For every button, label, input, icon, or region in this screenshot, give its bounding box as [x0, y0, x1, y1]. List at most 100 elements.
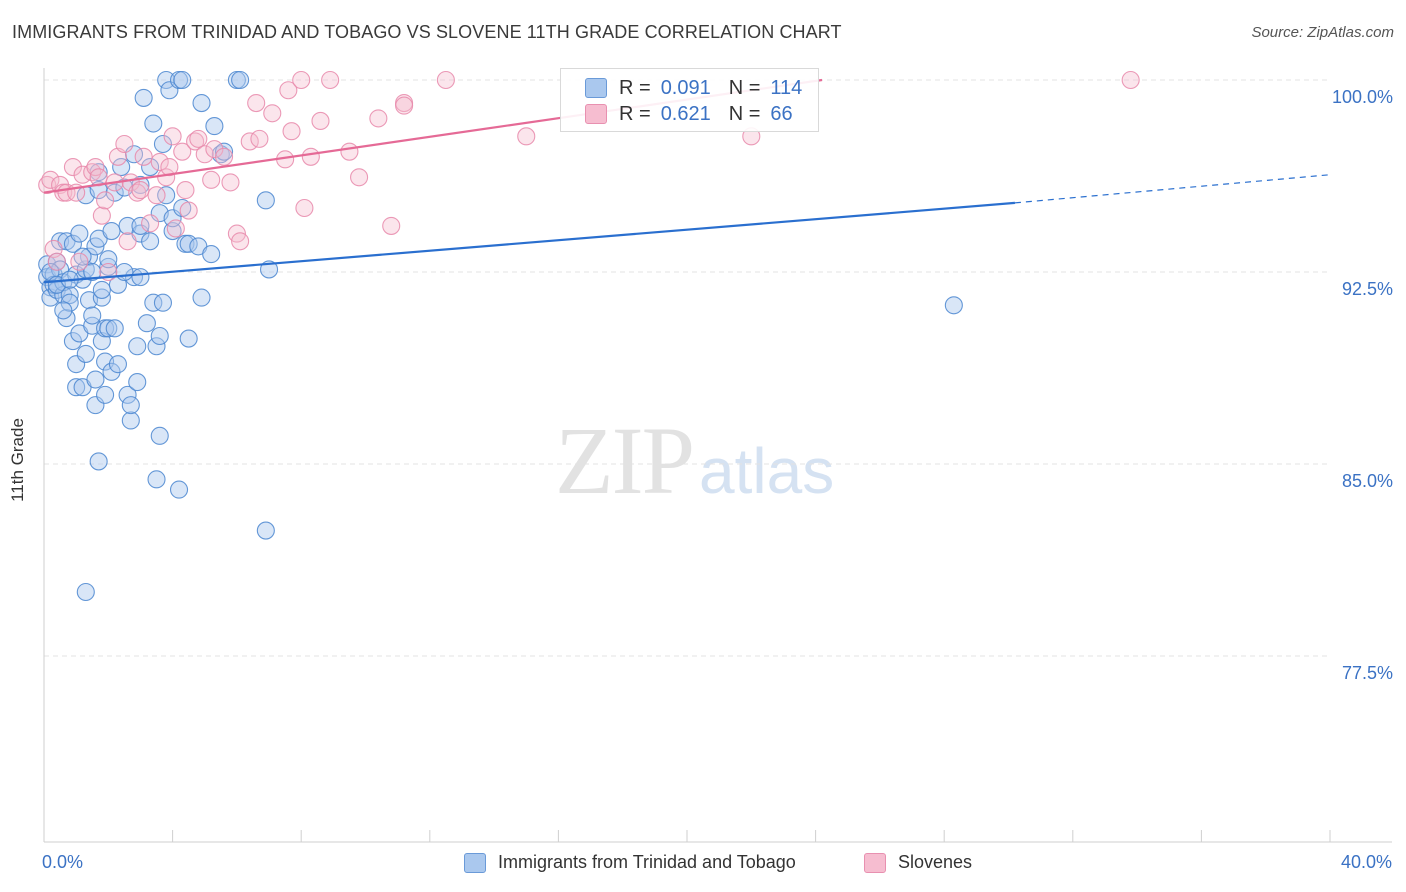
data-point-slovenes	[202, 170, 221, 189]
n-value: 66	[770, 102, 793, 125]
y-tick-label: 100.0%	[1331, 87, 1393, 107]
y-tick-label: 77.5%	[1341, 663, 1393, 683]
data-point-trinidad	[99, 319, 118, 338]
data-point-slovenes	[176, 181, 195, 200]
data-point-trinidad	[63, 234, 82, 253]
source-label: Source: ZipAtlas.com	[1251, 24, 1394, 41]
data-point-trinidad	[256, 521, 275, 540]
data-point-slovenes	[517, 127, 536, 146]
y-tick-label: 85.0%	[1341, 471, 1393, 491]
data-point-trinidad	[70, 224, 89, 243]
y-axis-label: 11th Grade	[8, 418, 27, 502]
data-point-slovenes	[321, 70, 340, 90]
data-point-slovenes	[301, 147, 320, 166]
data-point-slovenes	[70, 252, 89, 271]
data-point-trinidad	[205, 117, 224, 136]
data-point-trinidad	[144, 114, 163, 133]
n-label: N =	[728, 102, 761, 125]
data-point-trinidad	[128, 373, 147, 392]
data-point-trinidad	[83, 262, 102, 282]
data-point-slovenes	[47, 252, 66, 271]
series-trinidad-points	[38, 70, 963, 602]
data-point-trinidad	[115, 262, 134, 282]
data-point-trinidad	[141, 232, 160, 251]
data-point-trinidad	[150, 426, 169, 445]
data-point-trinidad	[121, 396, 140, 415]
stats-row-trinidad: R = 0.091 N = 114	[585, 76, 802, 100]
data-point-slovenes	[311, 111, 330, 131]
data-point-slovenes	[263, 104, 282, 123]
n-value: 114	[770, 76, 803, 99]
data-point-slovenes	[118, 232, 137, 251]
data-point-trinidad	[54, 285, 73, 305]
watermark-zip: ZIP	[555, 407, 695, 514]
data-point-slovenes	[395, 96, 414, 115]
data-point-slovenes	[250, 129, 269, 148]
data-point-slovenes	[369, 109, 388, 128]
x-tick-max: 40.0%	[1340, 852, 1392, 872]
trend-line-trinidad	[43, 201, 1016, 284]
data-point-trinidad	[153, 134, 173, 154]
data-point-slovenes	[247, 93, 266, 113]
data-point-slovenes	[382, 216, 401, 235]
legend-item-trinidad[interactable]: Immigrants from Trinidad and Tobago	[464, 852, 796, 873]
data-point-slovenes	[163, 127, 182, 146]
data-point-trinidad	[192, 93, 211, 113]
data-point-slovenes	[436, 70, 455, 90]
data-point-trinidad	[231, 70, 250, 90]
data-point-trinidad	[73, 247, 92, 266]
n-label: N =	[728, 76, 761, 99]
watermark-atlas: atlas	[699, 435, 835, 507]
data-point-trinidad	[124, 268, 144, 287]
r-value: 0.621	[660, 102, 711, 125]
data-point-trinidad	[134, 88, 153, 107]
data-point-slovenes	[214, 147, 234, 166]
data-point-trinidad	[157, 70, 176, 90]
data-point-trinidad	[102, 362, 121, 381]
data-point-slovenes	[92, 206, 111, 225]
axes	[43, 68, 1392, 843]
data-point-trinidad	[86, 370, 105, 389]
legend-swatch-pink	[864, 852, 886, 873]
data-point-trinidad	[92, 288, 111, 307]
data-point-trinidad	[147, 337, 166, 356]
data-point-slovenes	[147, 186, 166, 205]
data-point-slovenes	[96, 191, 115, 210]
trend-line-trinidad-extension	[1014, 174, 1331, 204]
data-point-slovenes	[41, 170, 60, 189]
data-point-trinidad	[128, 337, 147, 356]
data-point-slovenes	[38, 175, 57, 195]
data-point-trinidad	[108, 355, 127, 374]
data-point-trinidad	[173, 70, 192, 90]
r-label: R =	[619, 102, 651, 125]
stats-legend: R = 0.091 N = 114 R = 0.621 N = 66	[560, 68, 819, 132]
data-point-slovenes	[150, 152, 169, 171]
data-point-slovenes	[166, 219, 185, 238]
data-point-trinidad	[83, 306, 102, 325]
data-point-trinidad	[54, 301, 73, 320]
legend-label-trinidad: Immigrants from Trinidad and Tobago	[498, 852, 796, 872]
data-point-trinidad	[163, 221, 182, 241]
data-point-trinidad	[99, 250, 118, 269]
data-point-trinidad	[202, 245, 221, 264]
data-point-slovenes	[221, 173, 240, 192]
data-point-slovenes	[189, 129, 208, 148]
r-label: R =	[619, 76, 651, 99]
data-point-trinidad	[60, 293, 79, 312]
data-point-trinidad	[944, 296, 963, 315]
stats-row-slovenes: R = 0.621 N = 66	[585, 102, 793, 126]
data-point-trinidad	[141, 157, 160, 177]
data-point-trinidad	[105, 183, 124, 202]
data-point-slovenes	[186, 132, 205, 151]
data-point-slovenes	[63, 157, 82, 177]
data-point-slovenes	[231, 232, 250, 251]
chart-title: IMMIGRANTS FROM TRINIDAD AND TOBAGO VS S…	[12, 22, 842, 42]
data-point-slovenes	[350, 168, 369, 187]
data-point-trinidad	[147, 470, 166, 489]
data-point-trinidad	[118, 385, 137, 404]
data-point-slovenes	[128, 183, 147, 202]
data-point-trinidad	[96, 385, 115, 404]
data-point-slovenes	[115, 134, 134, 154]
y-tick-label: 92.5%	[1341, 279, 1393, 299]
legend-item-slovenes[interactable]: Slovenes	[864, 852, 972, 873]
